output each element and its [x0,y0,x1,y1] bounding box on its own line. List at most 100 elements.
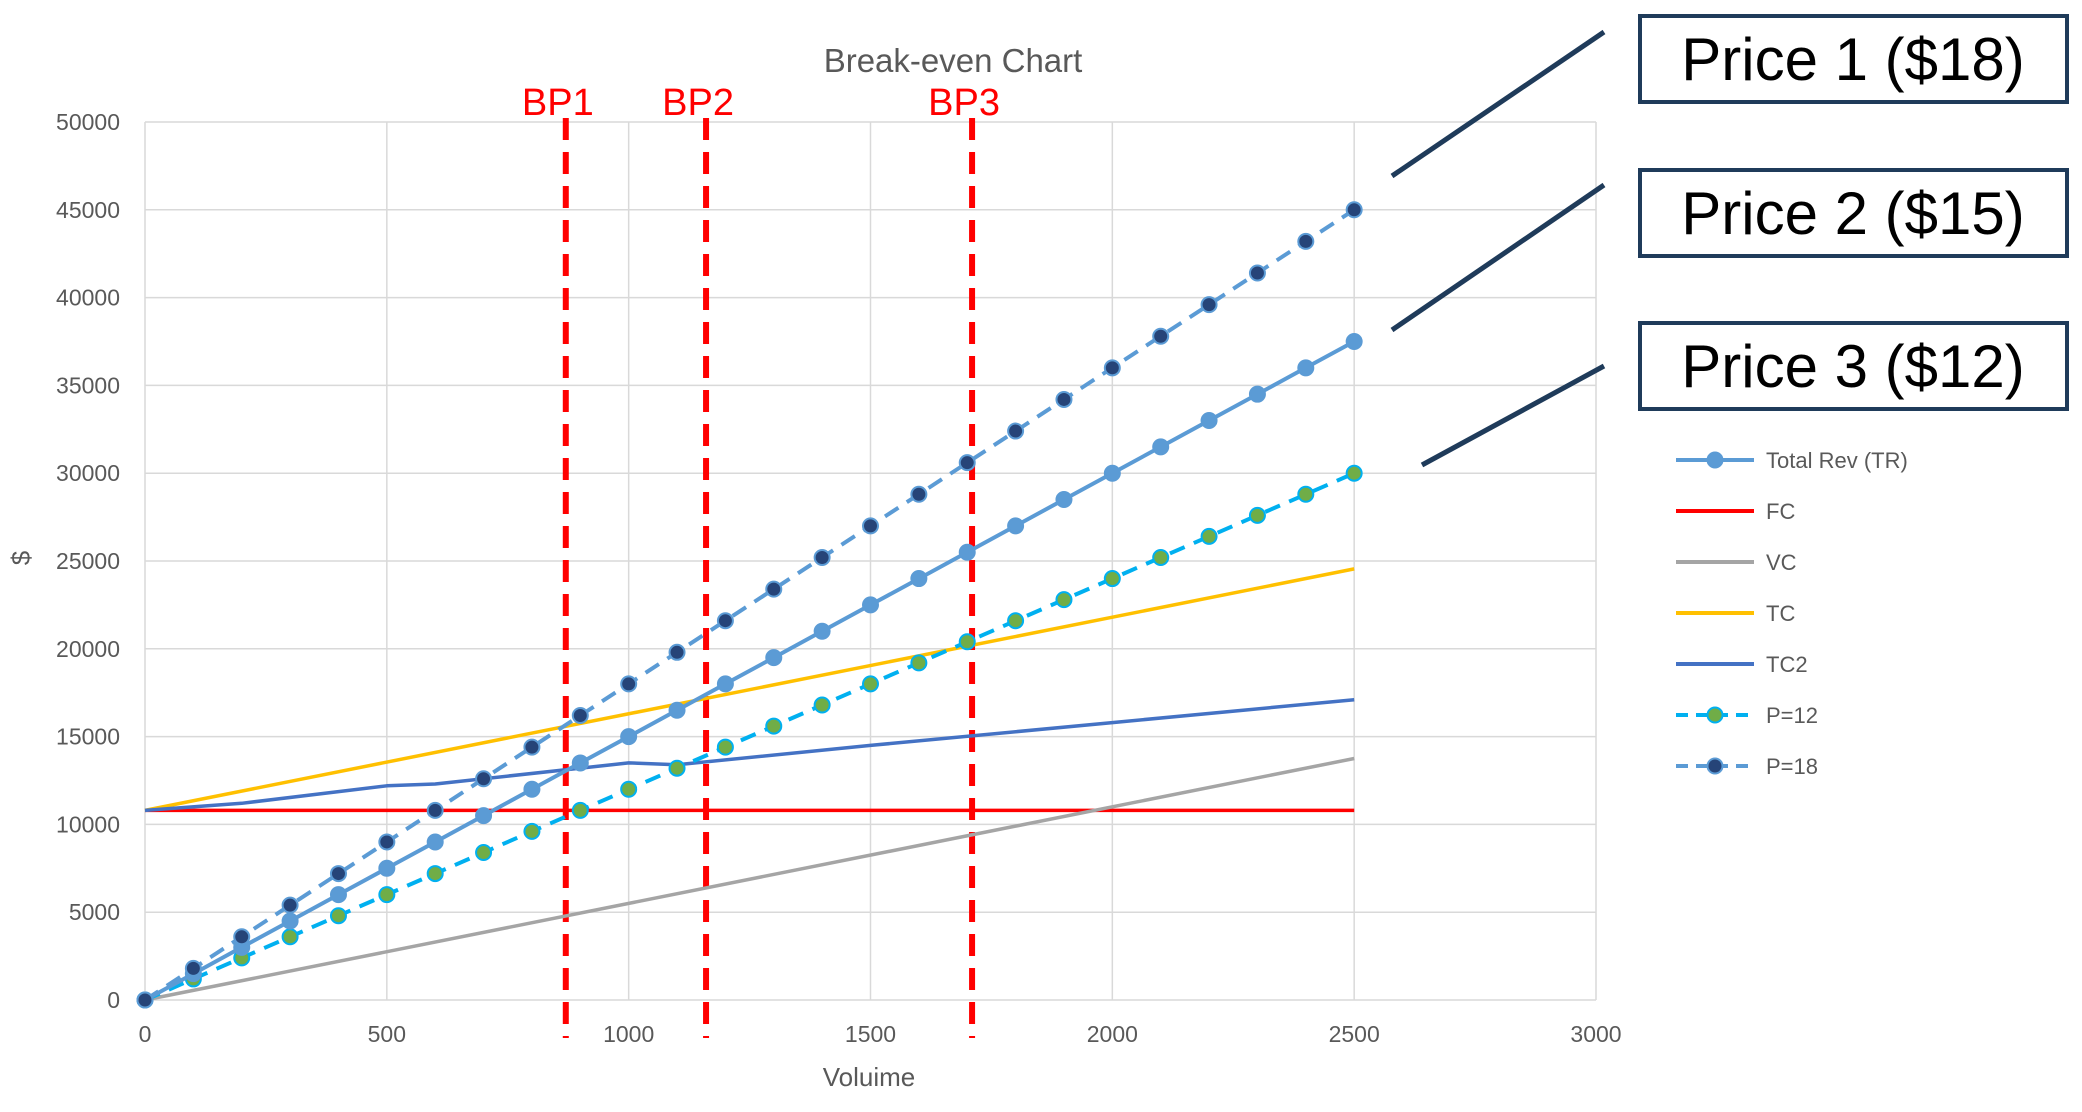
legend-marker [1706,706,1724,724]
data-point [378,886,396,904]
legend-label: P=12 [1766,703,1818,728]
data-point [523,780,541,798]
y-tick-label: 40000 [56,285,120,311]
data-point [1248,264,1266,282]
data-point [1297,485,1315,503]
price-annotation-label: Price 3 ($12) [1681,333,2024,400]
data-point [716,612,734,630]
tick-labels: 0500010000150002000025000300003500040000… [56,109,1622,1047]
data-point [813,696,831,714]
price-annotation-label: Price 2 ($15) [1681,180,2024,247]
y-tick-label: 30000 [56,460,120,486]
data-point [862,596,879,614]
data-point [281,928,299,946]
price-annotation-box [1638,14,2069,104]
annotation-pointer-line [1390,182,1606,333]
break-point-label: BP3 [928,82,1000,124]
y-tick-label: 50000 [56,109,120,135]
x-axis-title: Voluime [823,1062,916,1092]
grid [144,121,1597,1001]
data-point [1345,333,1363,350]
y-tick-label: 10000 [56,811,120,837]
data-point [1152,438,1170,456]
data-point [1103,570,1121,588]
legend-label: P=18 [1766,754,1818,779]
data-point [716,675,734,693]
y-tick-label: 20000 [56,636,120,662]
data-point [620,675,638,693]
data-point [329,886,347,904]
data-point [1345,201,1363,219]
annotation-pointer-line [1420,363,1606,468]
y-tick-label: 35000 [56,372,120,398]
data-point [620,728,638,746]
x-tick-label: 0 [139,1021,152,1047]
break-point-label: BP2 [662,82,734,124]
series [136,201,1363,1009]
legend-marker [1706,451,1724,469]
legend-label: TC [1766,601,1795,626]
data-point [233,928,251,946]
data-point [1200,527,1218,545]
x-tick-label: 2500 [1329,1021,1380,1047]
data-point [136,991,154,1009]
y-tick-label: 25000 [56,548,120,574]
legend-label: Total Rev (TR) [1766,448,1908,473]
data-point [1200,296,1218,314]
series-line [144,471,1355,1002]
data-point [571,707,589,725]
data-point [1248,506,1266,524]
data-point [1103,464,1121,482]
x-tick-label: 1000 [603,1021,654,1047]
data-point [958,633,976,651]
data-point [668,643,686,661]
data-point [765,717,783,735]
data-point [475,807,493,825]
data-point [1200,412,1218,430]
y-tick-label: 15000 [56,724,120,750]
data-point [1297,232,1315,250]
data-point [378,833,396,851]
series-line [144,567,1355,813]
legend-marker [1706,757,1724,775]
data-point [910,570,928,588]
y-tick-label: 0 [107,987,120,1013]
data-point [523,822,541,840]
data-point [1248,385,1266,403]
legend-label: VC [1766,550,1797,575]
data-point [910,654,928,672]
price-annotation-box [1638,168,2069,258]
data-point [862,675,879,693]
series-line [144,339,1356,1002]
data-point [1152,327,1170,345]
data-point [813,548,831,566]
data-point [1103,359,1121,377]
x-tick-label: 1500 [845,1021,896,1047]
data-point [571,754,589,772]
price-annotation-box [1638,321,2069,411]
data-point [716,738,734,756]
price-annotation-label: Price 1 ($18) [1681,26,2024,93]
data-point [426,865,444,883]
data-point [571,801,589,819]
data-point [765,649,783,667]
data-point [668,701,686,719]
data-point [426,833,444,851]
annotation-pointer-line [1390,29,1606,179]
legend: Total Rev (TR) FC VC TC TC2 P=12 P=18 [1676,448,1908,779]
data-point [1152,548,1170,566]
data-point [378,859,396,877]
data-point [281,912,299,930]
data-point [475,770,493,788]
data-point [426,801,444,819]
data-point [1007,422,1025,440]
data-point [862,517,879,535]
data-point [329,865,347,883]
series-line [144,756,1355,1002]
y-tick-label: 45000 [56,197,120,223]
x-tick-label: 2000 [1087,1021,1138,1047]
y-axis-title: $ [6,550,36,565]
data-point [958,454,976,472]
break-point-lines: BP1 BP2 BP3 [522,82,1000,1038]
